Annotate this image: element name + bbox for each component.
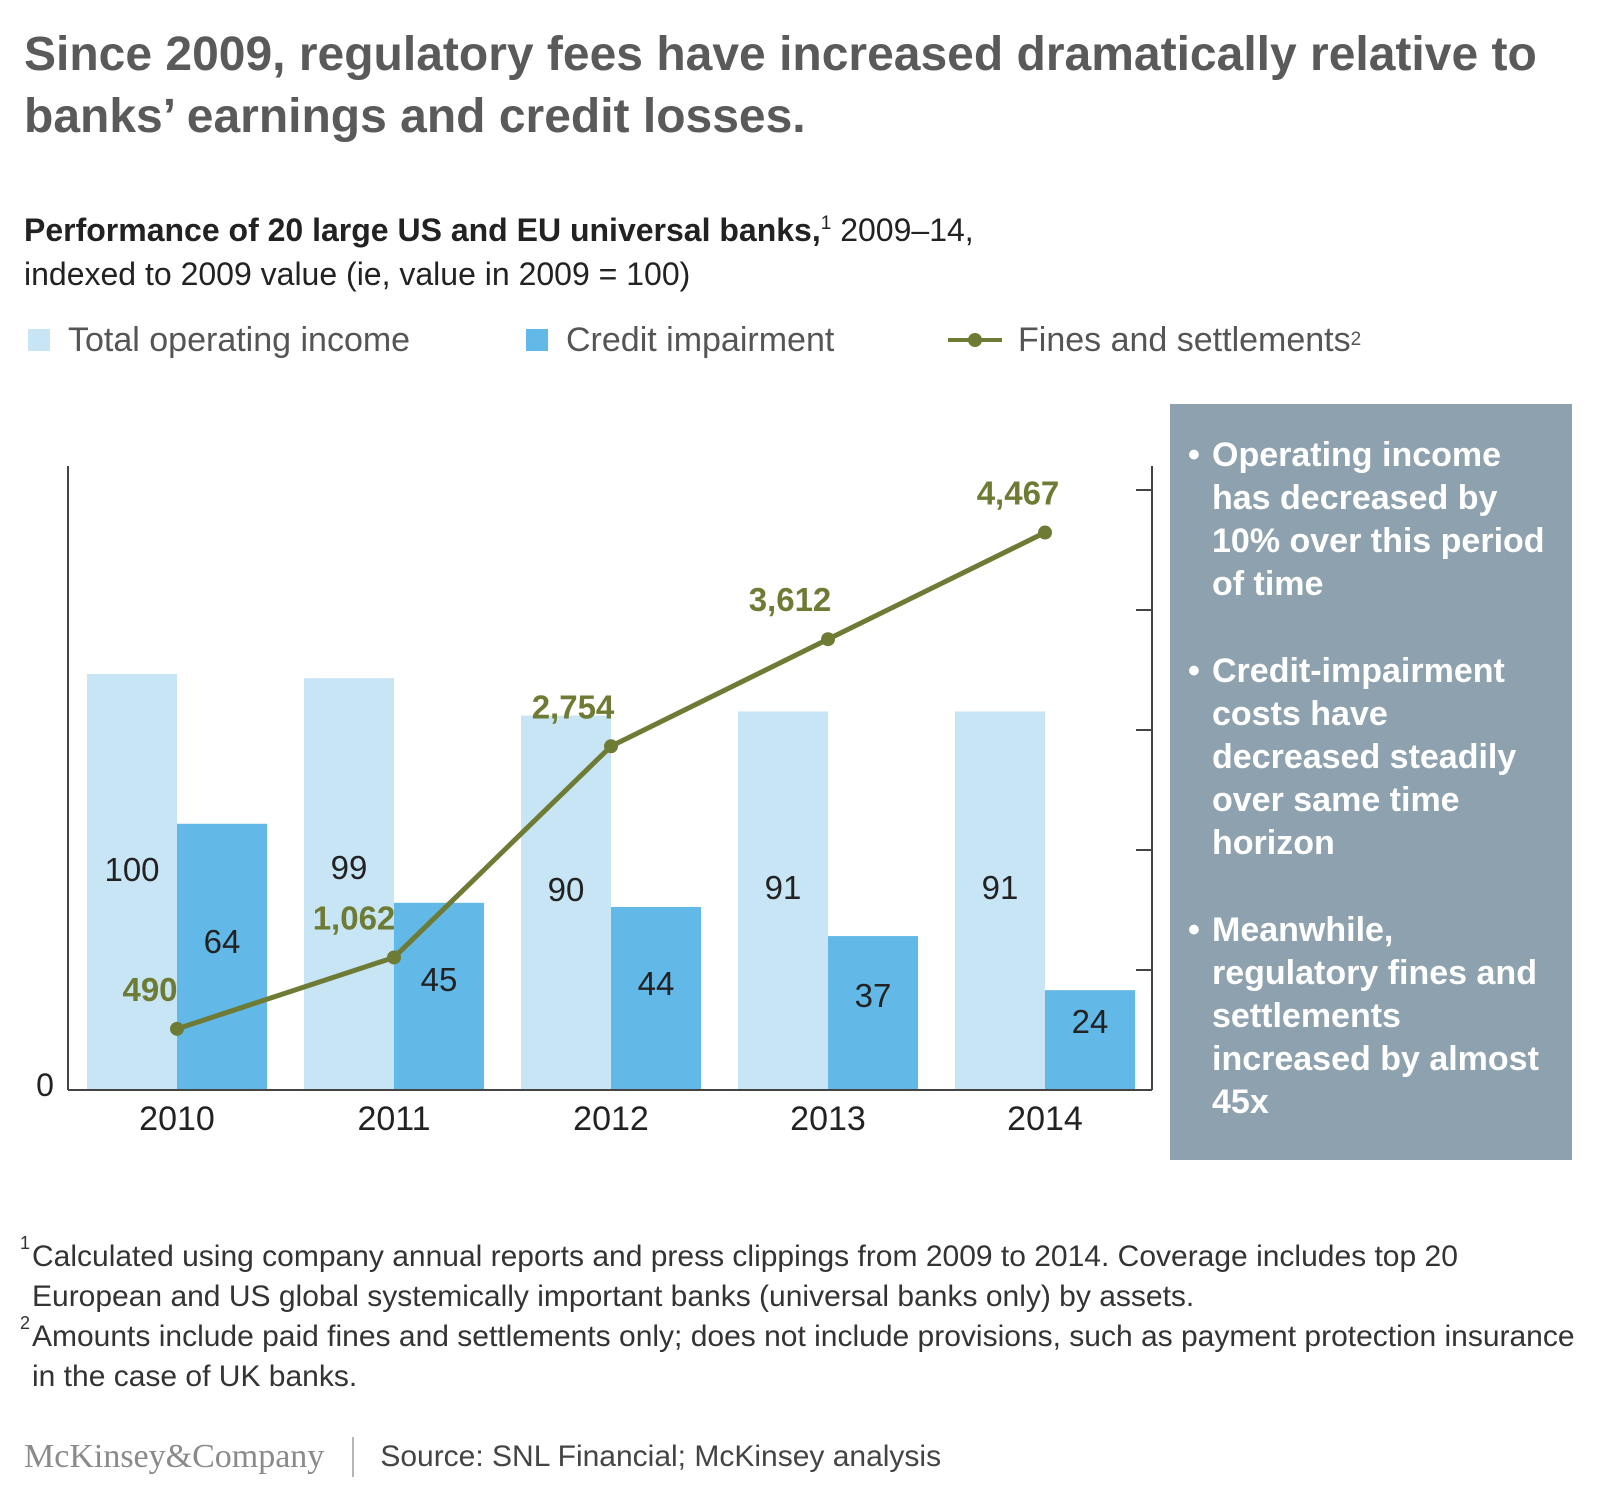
x-tick-label: 2010 (139, 1100, 215, 1138)
x-tick-label: 2012 (573, 1100, 649, 1138)
footer-divider (352, 1437, 355, 1477)
source-note: Source: SNL Financial; McKinsey analysis (380, 1440, 942, 1473)
footnote-1: 1 Calculated using company annual report… (20, 1233, 1580, 1317)
mckinsey-logo: McKinsey&Company (24, 1438, 325, 1475)
fines-data-label: 490 (122, 971, 177, 1008)
bar-label-income: 100 (104, 851, 159, 888)
subtitle-bold: Performance of 20 large US and EU univer… (24, 212, 821, 248)
footnote-marker: 1 (20, 1233, 31, 1253)
page-title: Since 2009, regulatory fees have increas… (24, 28, 1537, 143)
subtitle-footnote-marker: 1 (820, 213, 832, 234)
footer: McKinsey&Company Source: SNL Financial; … (24, 1432, 1584, 1482)
bar-income (955, 711, 1045, 1090)
legend-label-credit: Credit impairment (566, 320, 835, 359)
footnote-text: Amounts include paid fines and settlemen… (32, 1320, 1575, 1393)
bar-label-income: 99 (331, 849, 368, 886)
legend-item-credit: Credit impairment (526, 318, 834, 362)
bar-income (521, 715, 611, 1090)
subtitle-index-note: indexed to 2009 value (ie, value in 2009… (24, 256, 691, 292)
bar-credit (1045, 990, 1135, 1090)
bar-label-credit: 37 (855, 977, 892, 1014)
bar-label-credit: 45 (421, 961, 458, 998)
legend-item-income: Total operating income (28, 318, 410, 362)
footnote-marker: 2 (20, 1313, 31, 1333)
bar-income (304, 678, 394, 1090)
fines-point (604, 739, 618, 754)
bar-credit (177, 823, 267, 1090)
footnote-text: Calculated using company annual reports … (32, 1240, 1458, 1313)
chart-subtitle: Performance of 20 large US and EU univer… (24, 208, 1324, 296)
bar-credit (828, 936, 918, 1090)
y-tick-label: 0 (36, 1067, 54, 1103)
fines-data-label: 3,612 (749, 581, 832, 618)
fines-data-label: 1,062 (313, 899, 396, 936)
fines-point (170, 1021, 184, 1036)
fines-data-label: 2,754 (532, 688, 615, 725)
bar-income (738, 711, 828, 1090)
bar-line-chart: 100 64 2010 99 45 2011 90 44 2012 91 37 2013 91 24 201… (36, 466, 1153, 1138)
bar-label-credit: 64 (204, 923, 241, 960)
callout-bullet: Operating income has decreased by 10% ov… (1188, 434, 1558, 606)
fines-data-label: 4,467 (977, 475, 1060, 512)
legend-label-income: Total operating income (68, 320, 411, 359)
x-tick-label: 2013 (790, 1100, 866, 1138)
bar-credit (394, 902, 484, 1090)
bar-label-income: 91 (765, 869, 802, 906)
x-tick-label: 2014 (1007, 1100, 1083, 1138)
footnote-2: 2 Amounts include paid fines and settlem… (20, 1313, 1580, 1397)
subtitle-period: 2009–14, (831, 212, 974, 248)
callout-box: Operating income has decreased by 10% ov… (1170, 404, 1572, 1160)
fines-point (1038, 525, 1052, 540)
bar-credit (611, 906, 701, 1090)
x-tick-label: 2011 (357, 1100, 430, 1138)
callout-bullet: Credit-impairment costs have decreased s… (1188, 650, 1558, 865)
fines-point (387, 950, 401, 965)
legend-swatch-credit (526, 329, 548, 351)
bar-label-credit: 24 (1072, 1003, 1109, 1040)
legend-label-fines: Fines and settlements (1018, 320, 1351, 359)
legend-swatch-income (28, 329, 50, 351)
bar-label-income: 91 (982, 869, 1019, 906)
bar-label-credit: 44 (638, 965, 675, 1002)
bar-label-income: 90 (548, 871, 585, 908)
footnotes: 1 Calculated using company annual report… (20, 1233, 1580, 1397)
callout-bullet: Meanwhile, regulatory fines and settleme… (1188, 909, 1558, 1124)
chart-legend: Total operating income Credit impairment… (28, 318, 1468, 362)
fines-point (821, 632, 835, 647)
legend-item-fines: Fines and settlements 2 (948, 318, 1361, 362)
legend-line-fines-icon (948, 329, 1002, 351)
bar-income (87, 674, 177, 1090)
